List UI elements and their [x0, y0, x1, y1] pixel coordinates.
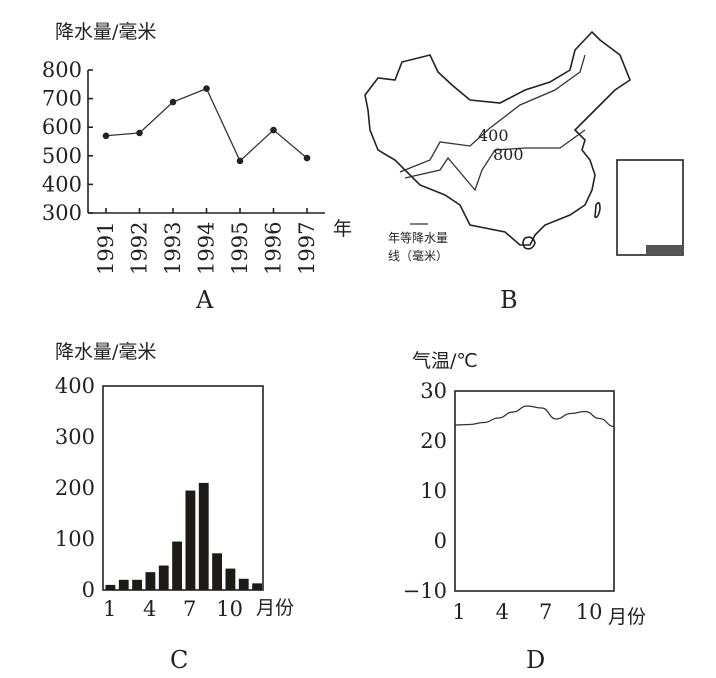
bar	[252, 583, 262, 590]
y-tick-label: 700	[42, 87, 82, 111]
x-tick-label: 1994	[195, 222, 219, 275]
bar	[158, 565, 169, 590]
x-tick-label: 4	[143, 597, 156, 621]
plot-frame	[102, 385, 264, 591]
y-tick-label: 500	[42, 144, 82, 168]
plot-frame	[454, 390, 615, 592]
data-point	[102, 132, 110, 140]
chart-c-xlabel: 月份	[256, 597, 294, 619]
x-tick-label: 1995	[228, 222, 252, 275]
data-point	[236, 157, 244, 165]
y-tick-label: 300	[55, 425, 95, 449]
y-tick-label: 30	[420, 379, 447, 403]
x-tick-label: 10	[576, 600, 603, 624]
taiwan-island	[594, 201, 601, 219]
chart-d: 气温/℃ 月份 D −10 0 10 20 30 1 4 7 10	[403, 350, 646, 674]
isoline-400-label: 400	[478, 126, 509, 145]
inset-scale-bar	[646, 245, 682, 255]
x-tick-label: 1993	[161, 222, 185, 275]
y-tick-label: 100	[55, 527, 95, 551]
chart-a-ylabel: 降水量/毫米	[55, 21, 156, 43]
bar	[118, 579, 129, 590]
chart-c: 降水量/毫米 月份 C 0 100 200 300 400 1 4 7 10	[55, 341, 294, 674]
chart-a-panel-label: A	[195, 286, 214, 314]
x-tick-label: 7	[183, 597, 196, 621]
bar	[132, 579, 142, 590]
chart-b-map: 400 800 年等降水量 线（毫米） B	[364, 30, 684, 314]
y-tick-label: 20	[420, 429, 447, 453]
x-tick-label: 1991	[94, 222, 118, 275]
chart-d-xlabel: 月份	[608, 606, 646, 628]
y-tick-label: 10	[420, 479, 447, 503]
bar	[185, 490, 196, 590]
isoline-800	[404, 129, 586, 192]
y-tick-label: 200	[55, 476, 95, 500]
y-tick-label: 400	[42, 172, 82, 196]
chart-a-xlabel: 年	[333, 218, 352, 240]
chart-c-panel-label: C	[170, 646, 188, 674]
y-tick-label: 300	[42, 201, 82, 225]
x-tick-label: 4	[496, 600, 509, 624]
chart-c-ylabel: 降水量/毫米	[55, 341, 156, 363]
x-tick-label: 10	[216, 597, 243, 621]
isoline-800-label: 800	[493, 145, 524, 164]
bar	[198, 482, 209, 590]
legend-text-1: 年等降水量	[388, 231, 448, 245]
data-point	[169, 98, 177, 106]
x-tick-label: 1997	[295, 222, 319, 275]
x-tick-label: 1	[452, 600, 465, 624]
x-tick-label: 1992	[128, 222, 152, 275]
bar	[105, 584, 116, 590]
y-tick-label: 800	[42, 58, 82, 82]
x-tick-label: 1	[103, 597, 116, 621]
chart-b-panel-label: B	[500, 286, 518, 314]
data-point	[203, 85, 210, 92]
x-tick-label: 1996	[262, 222, 286, 275]
series-line	[105, 87, 308, 163]
south-china-sea-inset	[616, 159, 684, 256]
data-point	[136, 129, 143, 137]
hainan-island	[522, 236, 536, 250]
bar	[145, 572, 156, 590]
y-tick-label: 0	[82, 578, 95, 602]
data-point	[303, 154, 311, 162]
isoline-400	[399, 54, 586, 173]
chart-d-panel-label: D	[526, 646, 545, 674]
chart-a: 降水量/毫米 年 A 300 400 500 600 700 800 1991 1992 199…	[42, 21, 352, 314]
y-tick-label: 0	[434, 529, 447, 553]
y-tick-label: 400	[55, 374, 95, 398]
temperature-line	[454, 405, 615, 428]
chart-d-ylabel: 气温/℃	[412, 350, 478, 372]
bar	[238, 578, 249, 590]
china-outline	[364, 30, 631, 246]
bar	[172, 541, 182, 590]
y-tick-label: 600	[42, 115, 82, 139]
y-tick-label: −10	[403, 579, 447, 603]
data-point	[270, 126, 277, 134]
bar	[225, 568, 236, 590]
legend-text-2: 线（毫米）	[388, 248, 448, 263]
x-tick-label: 7	[539, 600, 552, 624]
bar	[212, 553, 222, 590]
